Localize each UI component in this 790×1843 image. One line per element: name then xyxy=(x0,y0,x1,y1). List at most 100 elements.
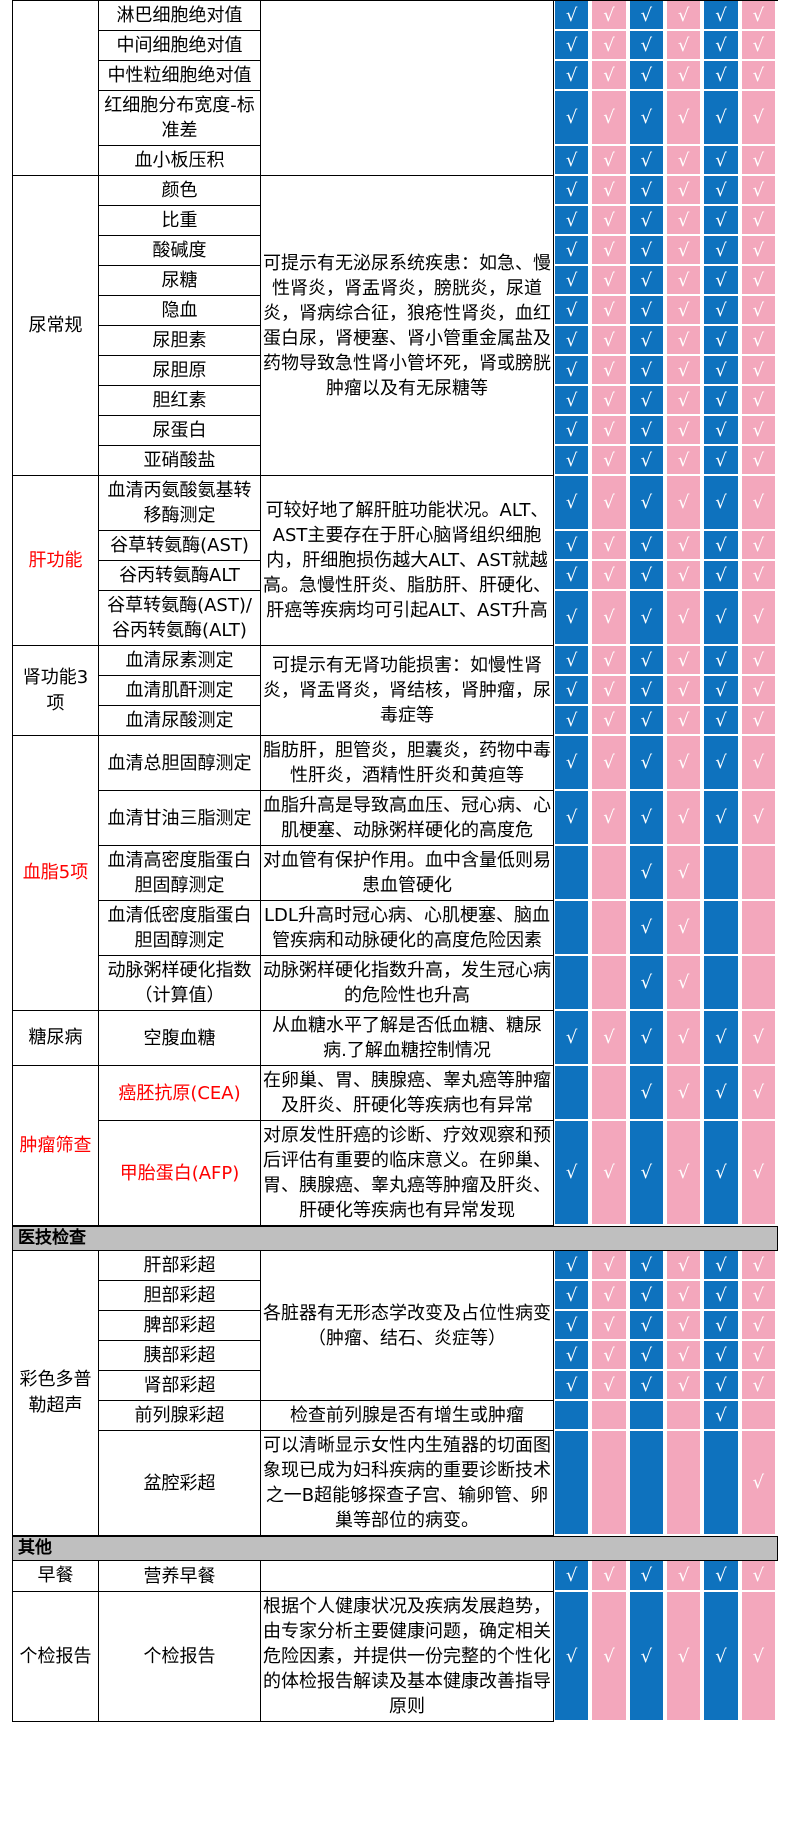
item-cell: 尿糖 xyxy=(99,266,261,296)
empty-check-cell xyxy=(703,956,741,1011)
description-cell: 可较好地了解肝脏功能状况。ALT、AST主要存在于肝心脑肾组织细胞内，肝细胞损伤… xyxy=(261,476,554,646)
item-cell: 亚硝酸盐 xyxy=(99,446,261,476)
check-mark-cell: √ xyxy=(554,791,592,846)
check-mark-cell: √ xyxy=(591,31,629,61)
check-mark-cell: √ xyxy=(591,1,629,31)
check-mark-cell: √ xyxy=(591,1121,629,1226)
check-mark-cell: √ xyxy=(554,326,592,356)
check-mark-cell: √ xyxy=(554,146,592,176)
check-mark-cell: √ xyxy=(703,236,741,266)
table-section: 尿常规 可提示有无泌尿系统疾患：如急、慢性肾炎，肾盂肾炎，膀胱炎，尿道炎，肾病综合… xyxy=(12,176,778,476)
check-mark-cell: √ xyxy=(591,1251,629,1281)
check-mark-cell: √ xyxy=(591,146,629,176)
check-mark-cell: √ xyxy=(665,1371,704,1401)
description-cell: 从血糖水平了解是否低血糖、糖尿病.了解血糖控制情况 xyxy=(261,1011,554,1066)
check-mark-cell: √ xyxy=(628,736,666,791)
check-mark-cell: √ xyxy=(740,676,778,706)
check-mark-cell: √ xyxy=(554,1592,592,1722)
category-cell: 早餐 xyxy=(13,1561,99,1592)
check-mark-cell: √ xyxy=(591,1341,629,1371)
check-mark-cell: √ xyxy=(703,176,741,206)
check-mark-cell: √ xyxy=(554,676,592,706)
check-mark-cell: √ xyxy=(665,791,704,846)
check-mark-cell: √ xyxy=(703,1592,741,1722)
item-cell: 动脉粥样硬化指数（计算值） xyxy=(99,956,261,1011)
check-mark-cell: √ xyxy=(628,416,666,446)
check-mark-cell: √ xyxy=(591,91,629,146)
check-mark-cell: √ xyxy=(628,146,666,176)
check-mark-cell: √ xyxy=(554,236,592,266)
check-mark-cell: √ xyxy=(665,236,704,266)
item-cell: 营养早餐 xyxy=(99,1561,261,1592)
check-mark-cell: √ xyxy=(665,91,704,146)
exam-comparison-table: 淋巴细胞绝对值 √ √ √ √ √ √ 中间细胞绝对值 √ √ √ √ √ √ 中性粒细胞绝对值 √ √ √ √ √ √… xyxy=(12,0,778,1722)
check-mark-cell: √ xyxy=(740,31,778,61)
check-mark-cell: √ xyxy=(740,646,778,676)
check-mark-cell: √ xyxy=(703,61,741,91)
check-mark-cell: √ xyxy=(703,356,741,386)
description-cell: 血脂升高是导致高血压、冠心病、心肌梗塞、动脉粥样硬化的高度危 xyxy=(261,791,554,846)
check-mark-cell: √ xyxy=(554,561,592,591)
check-mark-cell: √ xyxy=(628,676,666,706)
check-mark-cell: √ xyxy=(740,591,778,646)
description-cell: 脂肪肝，胆管炎，胆囊炎，药物中毒性肝炎，酒精性肝炎和黄疸等 xyxy=(261,736,554,791)
description-cell xyxy=(261,1561,554,1592)
check-mark-cell: √ xyxy=(628,1066,666,1121)
check-mark-cell: √ xyxy=(628,531,666,561)
check-mark-cell: √ xyxy=(591,266,629,296)
check-mark-cell: √ xyxy=(591,1592,629,1722)
check-mark-cell: √ xyxy=(740,446,778,476)
item-cell: 胆红素 xyxy=(99,386,261,416)
check-mark-cell: √ xyxy=(703,1341,741,1371)
check-mark-cell: √ xyxy=(665,356,704,386)
check-mark-cell: √ xyxy=(591,356,629,386)
empty-check-cell xyxy=(628,1431,666,1536)
check-mark-cell: √ xyxy=(591,531,629,561)
check-mark-cell: √ xyxy=(554,1371,592,1401)
empty-check-cell xyxy=(703,901,741,956)
check-mark-cell: √ xyxy=(554,296,592,326)
section-header-bar: 医技检查 xyxy=(12,1226,778,1251)
category-cell xyxy=(13,1,99,176)
check-mark-cell: √ xyxy=(740,1592,778,1722)
check-mark-cell: √ xyxy=(740,1066,778,1121)
check-mark-cell: √ xyxy=(665,61,704,91)
check-mark-cell: √ xyxy=(665,386,704,416)
item-cell: 淋巴细胞绝对值 xyxy=(99,1,261,31)
check-mark-cell: √ xyxy=(628,356,666,386)
item-cell: 甲胎蛋白(AFP) xyxy=(99,1121,261,1226)
check-mark-cell: √ xyxy=(740,736,778,791)
category-cell: 糖尿病 xyxy=(13,1011,99,1066)
check-mark-cell: √ xyxy=(740,1311,778,1341)
check-mark-cell: √ xyxy=(665,1311,704,1341)
check-mark-cell: √ xyxy=(591,646,629,676)
item-cell: 血清肌酐测定 xyxy=(99,676,261,706)
check-mark-cell: √ xyxy=(554,1561,592,1592)
check-mark-cell: √ xyxy=(665,531,704,561)
item-cell: 比重 xyxy=(99,206,261,236)
table-section: 彩色多普勒超声 各脏器有无形态学改变及占位性病变（肿瘤、结石、炎症等） 肝部彩超 √ √… xyxy=(12,1251,778,1536)
check-mark-cell: √ xyxy=(628,296,666,326)
check-mark-cell: √ xyxy=(628,386,666,416)
check-mark-cell: √ xyxy=(628,446,666,476)
check-mark-cell: √ xyxy=(628,91,666,146)
check-mark-cell: √ xyxy=(591,561,629,591)
item-cell: 肾部彩超 xyxy=(99,1371,261,1401)
item-cell: 血清尿素测定 xyxy=(99,646,261,676)
empty-check-cell xyxy=(554,1431,592,1536)
check-mark-cell: √ xyxy=(740,1431,778,1536)
category-cell: 肾功能3项 xyxy=(13,646,99,736)
check-mark-cell: √ xyxy=(703,416,741,446)
table-section: 肾功能3项 可提示有无肾功能损害：如慢性肾炎，肾盂肾炎，肾结核，肾肿瘤，尿毒症等血… xyxy=(12,646,778,736)
check-mark-cell: √ xyxy=(740,791,778,846)
item-cell: 胆部彩超 xyxy=(99,1281,261,1311)
check-mark-cell: √ xyxy=(665,956,704,1011)
check-mark-cell: √ xyxy=(740,236,778,266)
check-mark-cell: √ xyxy=(665,31,704,61)
check-mark-cell: √ xyxy=(740,416,778,446)
check-mark-cell: √ xyxy=(591,386,629,416)
empty-check-cell xyxy=(703,846,741,901)
check-mark-cell: √ xyxy=(628,266,666,296)
check-mark-cell: √ xyxy=(628,206,666,236)
check-mark-cell: √ xyxy=(740,561,778,591)
